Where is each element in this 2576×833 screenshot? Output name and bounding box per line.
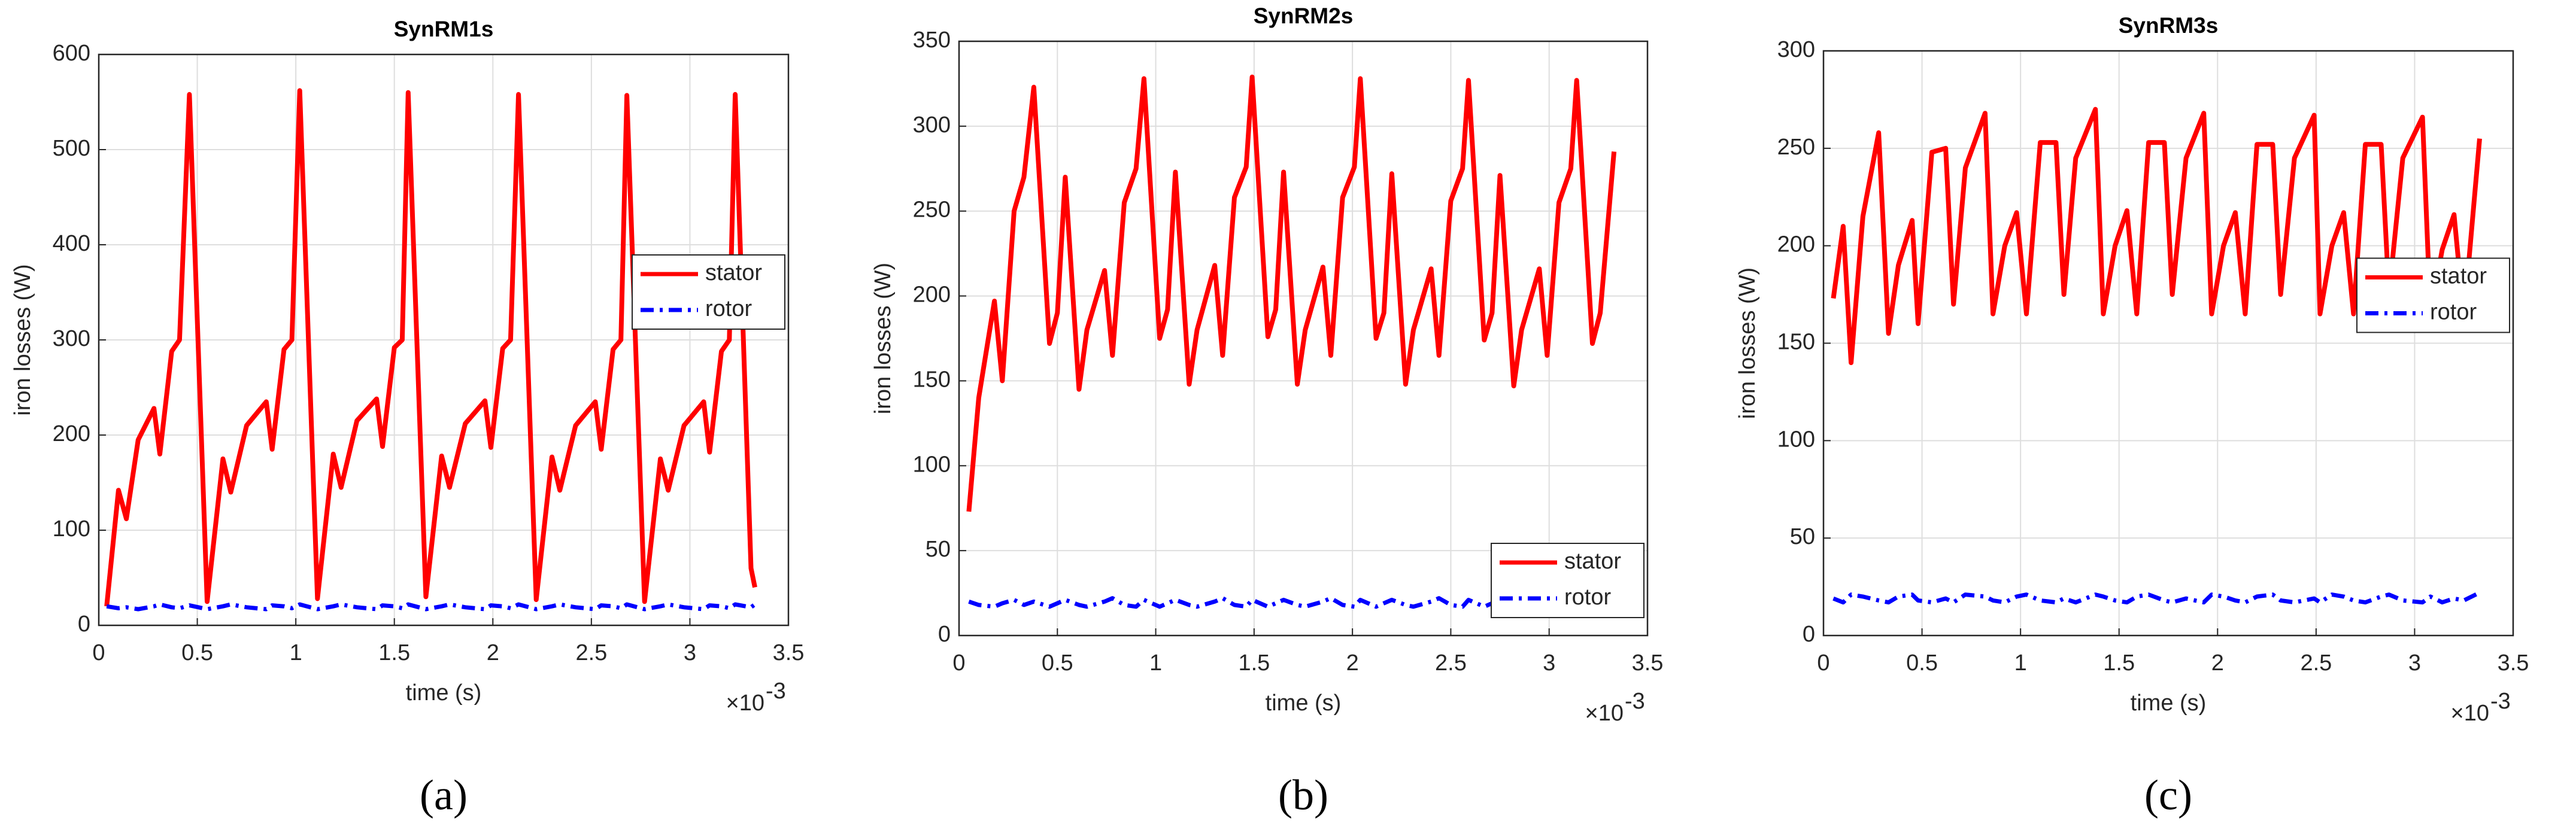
x-tick-label: 0.5 [1906, 650, 1938, 676]
y-tick-label: 200 [913, 282, 951, 308]
axes-box [98, 53, 790, 627]
y-tick-label: 300 [1777, 37, 1815, 62]
legend-label: rotor [1564, 585, 1611, 610]
y-tick-label: 500 [53, 136, 90, 161]
legend-label: rotor [2430, 300, 2477, 325]
y-tick-label: 200 [53, 421, 90, 446]
x-axis-label: time (s) [406, 680, 482, 706]
y-tick-label: 0 [1803, 622, 1815, 647]
chart-panel: 0 0.5 1 1.5 2 2.5 3 3.5 0 50 100 150 200 250 300 350 Syn… [870, 4, 1663, 819]
x-tick-label: 1.5 [378, 640, 410, 665]
legend: stator rotor [632, 254, 785, 330]
x-tick-label: 3 [2408, 650, 2421, 676]
chart-panel: 0 0.5 1 1.5 2 2.5 3 3.5 0 100 200 300 400 500 600 SynRM… [10, 17, 804, 819]
y-tick-label: 0 [938, 622, 951, 647]
y-tick-label: 50 [926, 537, 951, 562]
y-tick-label: 100 [1777, 427, 1815, 452]
chart-panel: 0 0.5 1 1.5 2 2.5 3 3.5 0 50 100 150 200 250 300 SynRM3… [1735, 13, 2529, 819]
y-tick-label: 50 [1790, 524, 1815, 549]
x-exponent: -3 [766, 679, 786, 704]
x-exponent-base: ×10 [726, 691, 764, 716]
x-tick-label: 3 [684, 640, 696, 665]
x-exponent-base: ×10 [1585, 701, 1624, 726]
x-tick-label: 3.5 [773, 640, 805, 665]
y-tick-label: 150 [1777, 330, 1815, 355]
x-tick-label: 2.5 [1435, 650, 1467, 676]
chart-title: SynRM1s [394, 17, 494, 41]
y-tick-label: 200 [1777, 232, 1815, 257]
x-exponent: -3 [1625, 689, 1645, 714]
series-line [104, 88, 757, 607]
x-exponent-base: ×10 [2451, 701, 2489, 726]
x-axis-label: time (s) [1266, 691, 1342, 716]
x-tick-label: 1 [2014, 650, 2027, 676]
y-tick-label: 100 [913, 452, 951, 477]
legend-label: rotor [705, 296, 752, 321]
x-tick-label: 3 [1543, 650, 1555, 676]
series-line [968, 596, 1615, 609]
x-tick-label: 1 [290, 640, 302, 665]
y-tick-label: 0 [78, 612, 90, 637]
x-tick-label: 2 [487, 640, 499, 665]
x-tick-label: 3.5 [1632, 650, 1664, 676]
x-tick-label: 0.5 [1042, 650, 1073, 676]
legend-label: stator [1564, 549, 1621, 574]
y-tick-label: 300 [53, 326, 90, 351]
axes-box [958, 40, 1649, 637]
y-axis-label: iron losses (W) [870, 263, 896, 414]
axes-box [1822, 50, 2514, 637]
legend: stator rotor [1491, 543, 1644, 618]
x-tick-label: 0.5 [181, 640, 213, 665]
panel-label: (b) [1278, 771, 1328, 819]
legend-box [1491, 543, 1644, 618]
y-tick-label: 100 [53, 516, 90, 542]
x-tick-label: 1.5 [2103, 650, 2135, 676]
x-tick-label: 0 [952, 650, 965, 676]
panel-label: (a) [420, 771, 468, 819]
panel-label: (c) [2144, 771, 2192, 819]
y-tick-label: 250 [913, 197, 951, 223]
y-tick-label: 600 [53, 41, 90, 66]
legend-box [2356, 257, 2510, 333]
legend-box [632, 254, 785, 330]
series-line [1832, 591, 2481, 605]
x-tick-label: 0 [92, 640, 105, 665]
y-tick-label: 350 [913, 28, 951, 53]
y-tick-label: 150 [913, 367, 951, 392]
x-axis-label: time (s) [2131, 691, 2207, 716]
x-exponent: -3 [2490, 689, 2511, 714]
x-tick-label: 1.5 [1238, 650, 1270, 676]
x-tick-label: 3.5 [2498, 650, 2529, 676]
x-tick-label: 1 [1149, 650, 1162, 676]
chart-title: SynRM2s [1254, 4, 1354, 28]
chart-title: SynRM3s [2119, 13, 2219, 38]
series-line [966, 74, 1617, 512]
y-axis-label: iron losses (W) [10, 264, 35, 415]
legend-label: stator [705, 260, 762, 285]
x-tick-label: 2.5 [2300, 650, 2332, 676]
y-tick-label: 400 [53, 231, 90, 256]
x-tick-label: 2 [1346, 650, 1359, 676]
x-tick-label: 2 [2211, 650, 2224, 676]
series-line [1831, 107, 2482, 366]
y-axis-label: iron losses (W) [1735, 267, 1760, 419]
x-tick-label: 2.5 [575, 640, 607, 665]
y-tick-label: 300 [913, 113, 951, 138]
y-tick-label: 250 [1777, 135, 1815, 160]
x-tick-label: 0 [1817, 650, 1829, 676]
series-line [106, 602, 757, 612]
legend-label: stator [2430, 264, 2487, 289]
legend: stator rotor [2356, 257, 2510, 333]
